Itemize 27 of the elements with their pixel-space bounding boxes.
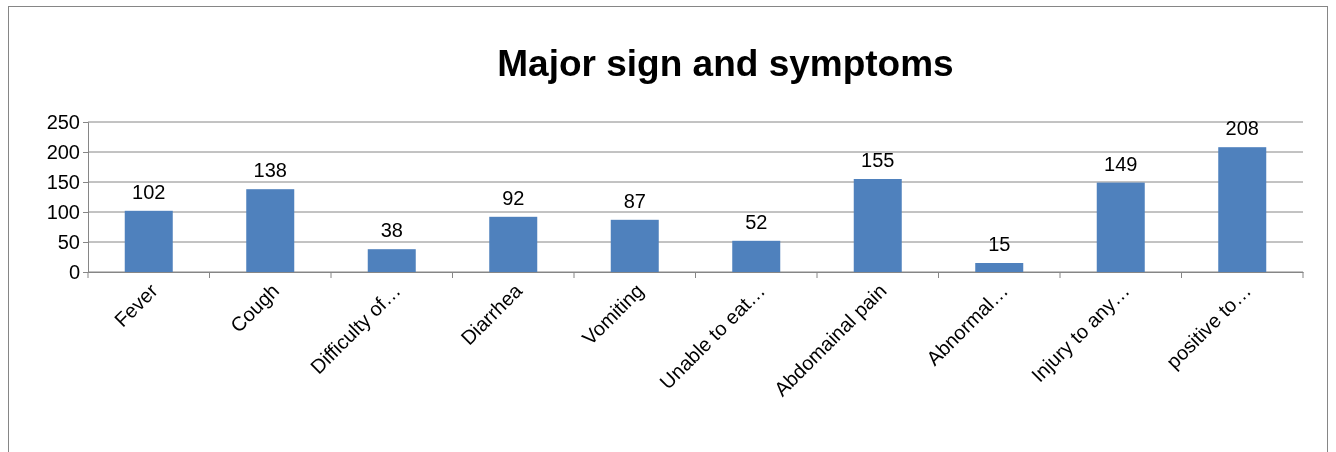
data-label: 155 xyxy=(861,149,895,171)
y-tick-label: 250 xyxy=(46,110,80,133)
y-tick-label: 150 xyxy=(46,170,80,193)
bar xyxy=(1218,147,1267,272)
bar xyxy=(246,189,295,272)
data-label: 138 xyxy=(253,159,287,182)
data-label: 102 xyxy=(132,180,166,203)
bar xyxy=(853,179,902,272)
bar xyxy=(1096,182,1145,272)
bar xyxy=(610,219,659,272)
bar xyxy=(732,240,781,272)
bar xyxy=(124,210,173,272)
y-tick-label: 200 xyxy=(46,140,80,163)
data-label: 208 xyxy=(1225,117,1259,140)
chart-title: Major sign and symptoms xyxy=(497,43,954,84)
data-label: 92 xyxy=(502,186,525,209)
bar xyxy=(367,249,416,272)
data-label: 15 xyxy=(988,233,1011,255)
data-label: 149 xyxy=(1104,152,1138,175)
data-label: 52 xyxy=(745,210,768,233)
y-tick-label: 50 xyxy=(57,230,80,253)
bar xyxy=(489,216,538,272)
bar xyxy=(975,263,1024,272)
data-label: 38 xyxy=(380,219,403,242)
y-tick-label: 0 xyxy=(68,260,80,283)
data-label: 87 xyxy=(623,189,646,212)
y-tick-label: 100 xyxy=(46,200,80,223)
